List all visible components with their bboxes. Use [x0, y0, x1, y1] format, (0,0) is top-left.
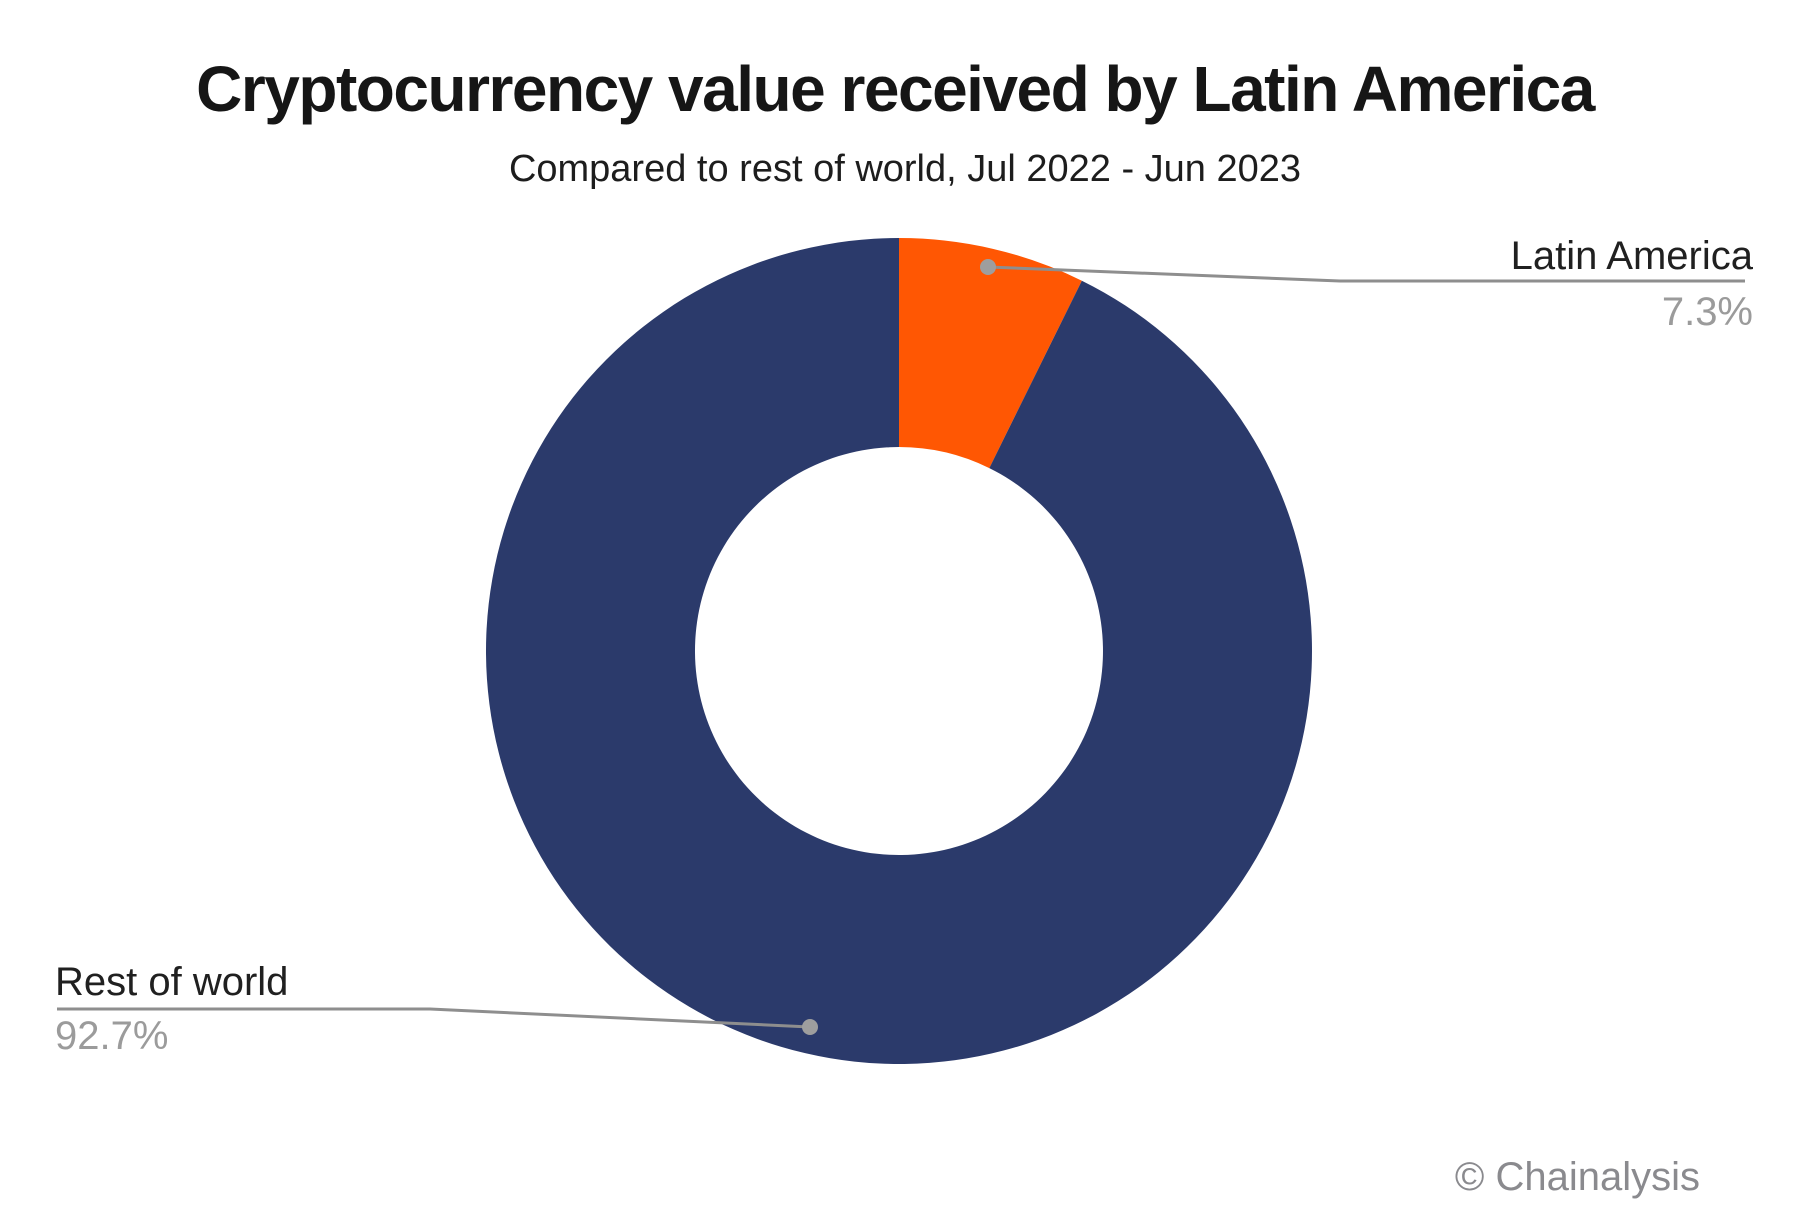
donut-slice-latin-america — [899, 238, 1082, 469]
chart-title: Cryptocurrency value received by Latin A… — [196, 53, 1595, 125]
donut-slice-rest-of-world — [485, 238, 1312, 1065]
leader-dot-rest-of-world — [802, 1019, 818, 1035]
leader-dot-latin-america — [980, 259, 996, 275]
callout-value-rest-of-world: 92.7% — [55, 1014, 169, 1058]
callout-label-rest-of-world: Rest of world — [55, 960, 289, 1004]
chainalysis-watermark: © Chainalysis — [1454, 1155, 1700, 1199]
chart-subtitle: Compared to rest of world, Jul 2022 - Ju… — [508, 148, 1302, 190]
callout-value-latin-america: 7.3% — [1661, 290, 1753, 334]
leader-line-rest-of-world — [57, 1007, 811, 1029]
leader-line-latin-america — [987, 265, 1745, 283]
callout-label-latin-america: Latin America — [1510, 234, 1753, 278]
